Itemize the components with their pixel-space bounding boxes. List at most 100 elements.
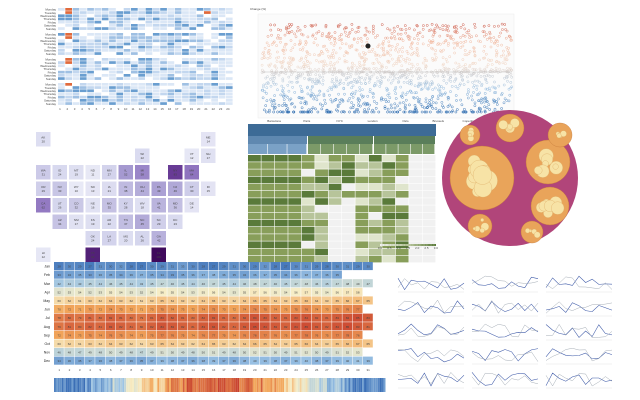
month-day-value: 32	[119, 265, 123, 269]
table-cell	[248, 227, 261, 234]
scatter-point	[411, 74, 414, 78]
month-stripe	[206, 378, 209, 392]
month-day-value: 31	[305, 265, 309, 269]
calendar-cell	[94, 39, 102, 43]
calendar-cell	[211, 17, 218, 21]
scatter-point	[289, 73, 293, 77]
scatter-point	[506, 69, 509, 73]
calendar-cell	[79, 99, 87, 102]
month-day-cell	[64, 262, 75, 271]
month-day-cell	[64, 287, 75, 296]
month-stripe	[174, 378, 177, 392]
table-legend-swatch	[430, 244, 432, 246]
table-legend-swatch	[420, 244, 422, 246]
scatter-point	[301, 96, 305, 100]
month-day-value: 51	[160, 351, 164, 355]
scatter-point	[311, 80, 314, 84]
scatter-point	[432, 73, 435, 77]
calendar-cell	[225, 45, 233, 49]
scatter-point	[389, 71, 393, 75]
calendar-column-tick: 16	[168, 107, 172, 111]
calendar-cell	[65, 92, 72, 96]
calendar-column-tick: 12	[139, 107, 143, 111]
table-cell	[422, 191, 436, 198]
month-stripe	[278, 378, 281, 392]
scatter-point	[445, 110, 449, 114]
month-day-value: 65	[294, 342, 298, 346]
scatter-point	[398, 108, 402, 112]
calendar-cell	[211, 42, 218, 46]
tile-value: 16	[91, 206, 95, 210]
month-day-value: 49	[325, 351, 329, 355]
tile-nm	[69, 214, 84, 229]
tile-label: KY	[124, 202, 128, 206]
table-cell	[328, 234, 342, 241]
scatter-point	[442, 79, 446, 82]
month-stripe	[184, 378, 187, 392]
table-cell	[409, 255, 422, 263]
month-day-value: 48	[305, 282, 309, 286]
month-day-value: 75	[222, 333, 226, 337]
scatter-point	[289, 63, 293, 66]
month-stripe	[332, 378, 335, 392]
month-day-value: 53	[68, 290, 72, 294]
scatter-point	[392, 74, 396, 78]
scatter-point	[317, 60, 321, 64]
month-day-value: 62	[99, 342, 103, 346]
month-day-cell	[342, 305, 353, 314]
scatter-point	[404, 28, 408, 31]
table-subheader	[248, 144, 268, 154]
month-day-cell	[146, 279, 157, 288]
month-day-cell	[177, 313, 188, 322]
calendar-cell	[87, 67, 94, 71]
tile-value: 46	[174, 189, 178, 193]
month-day-value: 66	[305, 342, 309, 346]
scatter-point	[331, 73, 335, 77]
calendar-heatmap-panel: MondayTuesdayWednesdayThursdayFridaySatu…	[40, 8, 233, 111]
calendar-column-tick: 21	[204, 107, 208, 111]
scatter-point	[467, 52, 471, 55]
calendar-row-label: Friday	[48, 95, 57, 99]
month-day-value: 62	[191, 342, 195, 346]
calendar-cell	[123, 33, 131, 36]
scatter-point	[398, 60, 402, 63]
table-cell	[248, 219, 261, 227]
calendar-cell	[189, 45, 197, 49]
scatter-point	[356, 37, 360, 41]
month-day-value: 36	[222, 273, 226, 277]
scatter-point	[390, 57, 394, 61]
calendar-cell	[218, 83, 226, 86]
calendar-cell	[145, 11, 153, 14]
calendar-cell	[72, 8, 80, 11]
scatter-point	[427, 43, 430, 47]
month-day-value: 76	[109, 333, 113, 337]
table-cell	[288, 176, 302, 184]
scatter-point	[306, 85, 309, 89]
calendar-cell	[94, 58, 102, 61]
month-day-cell	[321, 270, 332, 279]
table-legend-swatch	[433, 244, 435, 246]
month-day-cell	[218, 296, 229, 305]
scatter-point	[328, 68, 332, 72]
month-day-value: 74	[130, 333, 134, 337]
calendar-cell	[189, 64, 197, 68]
scatter-point	[366, 37, 369, 41]
month-day-column-tick: 11	[161, 368, 164, 372]
month-day-cell	[115, 339, 126, 348]
scatter-point	[265, 99, 269, 103]
scatter-point	[431, 56, 434, 60]
table-legend-swatch	[392, 244, 394, 246]
calendar-cell	[65, 58, 72, 61]
month-row-label: Sep	[44, 333, 50, 337]
scatter-point	[269, 28, 273, 32]
month-day-cell	[301, 262, 311, 271]
month-day-cell	[280, 279, 291, 288]
month-day-value: 38	[243, 359, 247, 363]
table-cell	[248, 241, 261, 248]
month-day-value: 80	[233, 316, 237, 320]
calendar-cell	[145, 99, 153, 102]
table-cell	[328, 198, 342, 205]
month-day-value: 44	[233, 282, 237, 286]
month-stripe	[301, 378, 304, 392]
scatter-point	[473, 68, 476, 72]
